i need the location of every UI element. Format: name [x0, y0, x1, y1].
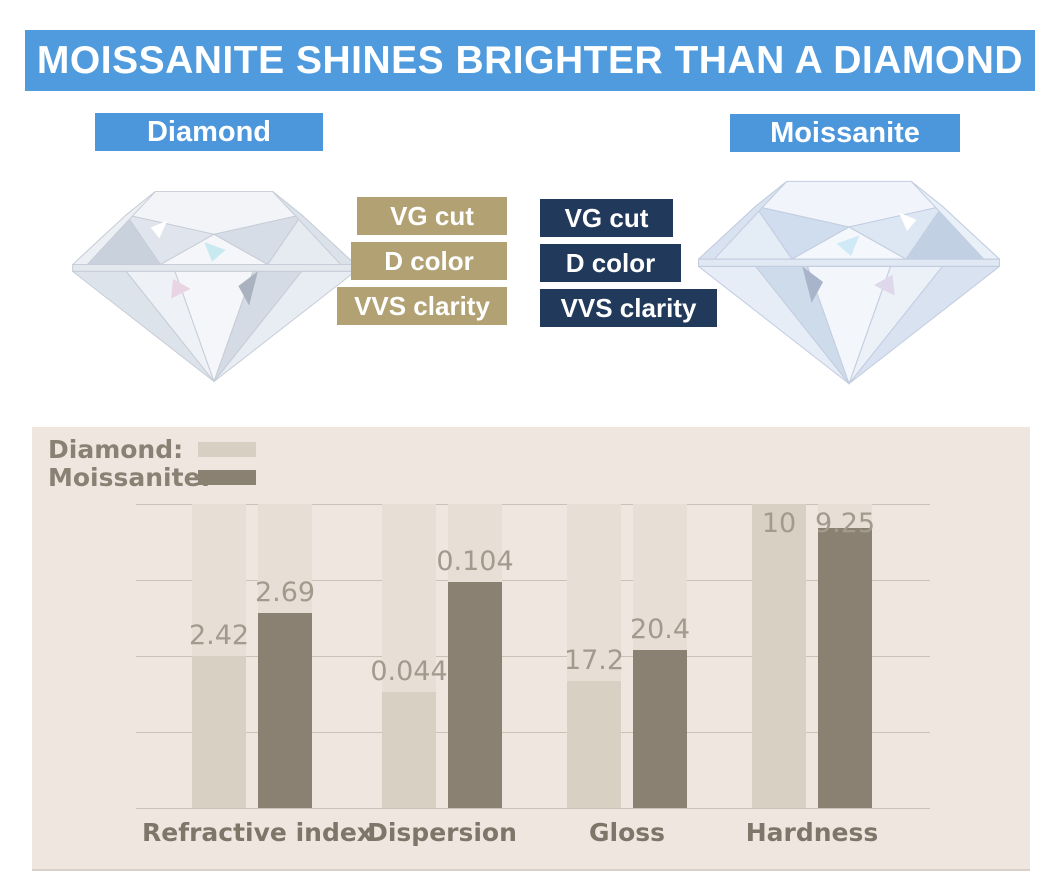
bar-slot-gloss-diamond: 17.2 [564, 504, 624, 808]
diamond-bar [567, 680, 621, 808]
bar-value-label: 9.25 [814, 507, 876, 539]
category-label-gloss: Gloss [588, 818, 666, 847]
moissanite-spec-color: D color [540, 244, 681, 282]
gridline [136, 656, 930, 657]
moissanite-bar [258, 613, 312, 808]
bar-value-label: 2.42 [188, 620, 250, 651]
diamond-label-chip: Diamond [95, 113, 323, 151]
diamond-spec-clarity: VVS clarity [337, 287, 507, 325]
legend-swatch-diamond [198, 441, 256, 457]
bar-value-label: 0.104 [436, 546, 514, 578]
chart-legend: Diamond: Moissanite: [48, 434, 256, 492]
bar-slot-dispersion-diamond: 0.044 [370, 504, 448, 808]
legend-label-moissanite: Moissanite: [48, 462, 211, 492]
moissanite-gem-image [698, 180, 1000, 385]
moissanite-spec-cut: VG cut [540, 199, 673, 237]
moissanite-label-chip: Moissanite [730, 114, 960, 152]
diamond-bar [382, 692, 436, 808]
category-label-refractive-index: Refractive index [142, 818, 373, 847]
bar-value-label: 10 [761, 507, 797, 539]
moissanite-bar [633, 649, 687, 808]
gridline [136, 580, 930, 581]
moissanite-spec-clarity: VVS clarity [540, 289, 717, 327]
gridline [136, 732, 930, 733]
bar-slot-refractive-moissanite: 2.69 [255, 504, 315, 808]
moissanite-spec-stack: VG cut D color VVS clarity [540, 199, 720, 327]
title-banner: MOISSANITE SHINES BRIGHTER THAN A DIAMON… [25, 30, 1035, 91]
diamond-bar [752, 504, 806, 808]
comparison-chart: Diamond: Moissanite: 2.42 [32, 427, 1030, 871]
bar-value-label: 20.4 [629, 613, 691, 645]
diamond-bar [192, 656, 246, 808]
bar-slot-hardness-moissanite: 9.25 [815, 504, 875, 808]
diamond-spec-color: D color [351, 242, 507, 280]
title-text: MOISSANITE SHINES BRIGHTER THAN A DIAMON… [36, 38, 1024, 82]
category-label-hardness: Hardness [745, 818, 879, 847]
bar-slot-dispersion-moissanite: 0.104 [436, 504, 514, 808]
bar-value-label: 0.044 [370, 656, 448, 688]
bar-slot-refractive-diamond: 2.42 [189, 504, 249, 808]
bar-slot-hardness-diamond: 10 [752, 504, 806, 808]
legend-item-moissanite: Moissanite: [48, 462, 256, 492]
bar-slot-gloss-moissanite: 20.4 [630, 504, 690, 808]
diamond-spec-stack: VG cut D color VVS clarity [337, 197, 507, 325]
moissanite-bar [448, 582, 502, 808]
bar-value-label: 17.2 [563, 644, 625, 676]
diamond-spec-cut: VG cut [357, 197, 507, 235]
legend-swatch-moissanite [198, 469, 256, 485]
diamond-gem-image [72, 190, 356, 383]
gridline [136, 808, 930, 809]
legend-label-diamond: Diamond: [48, 434, 184, 464]
plot-area: 2.42 2.69 0.044 0.104 17 [32, 504, 1030, 847]
legend-item-diamond: Diamond: [48, 434, 256, 464]
category-label-dispersion: Dispersion [367, 818, 517, 847]
gridline [136, 504, 930, 505]
moissanite-bar [818, 528, 872, 808]
bar-value-label: 2.69 [254, 577, 316, 609]
